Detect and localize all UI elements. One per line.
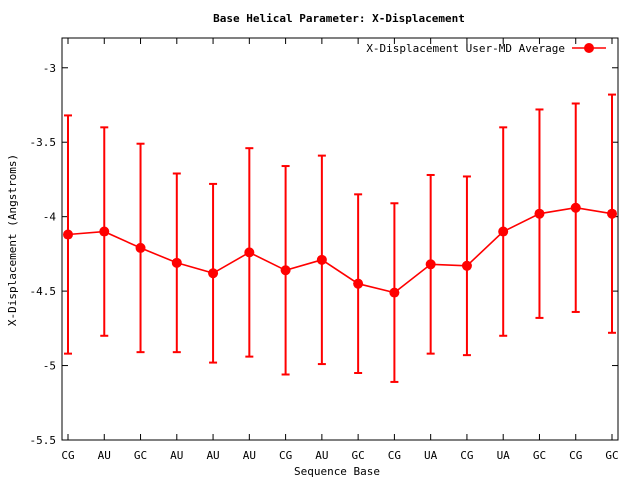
y-tick-label: -4 (43, 211, 57, 224)
data-point (353, 278, 364, 289)
y-tick-label: -4.5 (30, 285, 57, 298)
x-tick-label: CG (61, 449, 74, 462)
error-bars (64, 93, 616, 383)
x-tick-label: AU (206, 449, 219, 462)
x-tick-label: GC (605, 449, 618, 462)
series-line (67, 206, 613, 294)
x-tick-label: CG (279, 449, 292, 462)
data-point (607, 208, 617, 219)
y-tick-label: -3.5 (30, 136, 57, 149)
data-point (498, 226, 509, 237)
x-tick-label: CG (388, 449, 401, 462)
data-point (244, 247, 255, 258)
x-axis: CG AU GC AU AU AU CG AU GC CG UA CG UA GC CG GC (61, 38, 619, 462)
data-point (171, 257, 182, 268)
y-tick-label: -5 (43, 360, 56, 373)
legend-marker (584, 43, 594, 53)
data-point (534, 208, 545, 219)
data-point (135, 242, 146, 253)
y-tick-label: -3 (43, 62, 56, 75)
x-tick-label: AU (243, 449, 256, 462)
x-tick-label: CG (460, 449, 473, 462)
y-axis: -5.5 -5 -4.5 -4 -3.5 -3 (30, 62, 618, 447)
x-tick-label: AU (98, 449, 111, 462)
data-point (208, 268, 219, 279)
y-tick-label: -5.5 (30, 434, 57, 447)
x-tick-label: GC (352, 449, 365, 462)
x-tick-label: AU (170, 449, 183, 462)
data-point (63, 229, 73, 240)
y-axis-label: X-Displacement (Angstroms) (6, 154, 19, 326)
data-point (570, 202, 581, 213)
chart-title: Base Helical Parameter: X-Displacement (213, 12, 465, 25)
x-tick-label: UA (424, 449, 438, 462)
data-point (316, 254, 327, 265)
legend-label: X-Displacement User-MD Average (366, 42, 565, 55)
data-points (63, 202, 617, 298)
data-point (99, 226, 110, 237)
data-point (461, 260, 472, 271)
x-tick-label: CG (569, 449, 582, 462)
data-point (425, 259, 436, 270)
x-axis-label: Sequence Base (294, 465, 380, 478)
plot-frame (61, 37, 619, 441)
x-tick-label: UA (497, 449, 511, 462)
x-tick-label: GC (533, 449, 546, 462)
x-tick-label: GC (134, 449, 147, 462)
x-tick-label: AU (315, 449, 328, 462)
data-point (389, 287, 400, 298)
legend: X-Displacement User-MD Average (366, 42, 606, 55)
data-point (280, 265, 291, 276)
